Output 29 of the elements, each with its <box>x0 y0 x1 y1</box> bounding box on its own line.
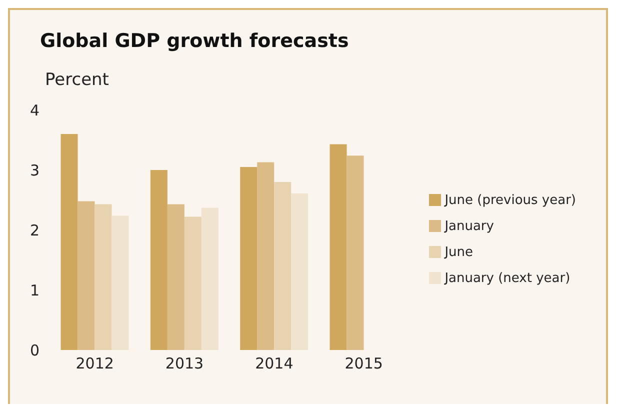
y-tick-label: 0 <box>30 341 40 360</box>
bar <box>201 208 218 350</box>
legend-label: June (previous year) <box>444 193 576 208</box>
bar <box>274 182 292 350</box>
bar <box>112 216 129 350</box>
x-tick-label: 2015 <box>344 354 383 373</box>
x-tick-label: 2012 <box>76 354 114 373</box>
bar <box>150 170 168 350</box>
y-tick-label: 1 <box>30 281 40 300</box>
legend-label: June <box>444 245 473 260</box>
bar <box>184 216 202 350</box>
x-tick-label: 2013 <box>165 354 204 373</box>
bar <box>94 204 112 350</box>
bar <box>346 156 364 350</box>
bar <box>167 204 184 350</box>
y-tick-label: 3 <box>30 161 40 180</box>
bar <box>240 167 258 350</box>
y-tick-label: 4 <box>30 101 40 120</box>
legend-label: January (next year) <box>444 271 570 286</box>
bar <box>330 144 347 350</box>
chart-title: Global GDP growth forecasts <box>40 30 349 52</box>
bar <box>257 162 274 350</box>
x-tick-label: 2014 <box>255 354 294 373</box>
bar <box>60 134 78 350</box>
legend-label: January <box>444 219 494 234</box>
bar <box>78 201 95 350</box>
y-tick-label: 2 <box>30 221 40 240</box>
bar <box>291 193 308 350</box>
y-axis-title: Percent <box>45 70 109 90</box>
